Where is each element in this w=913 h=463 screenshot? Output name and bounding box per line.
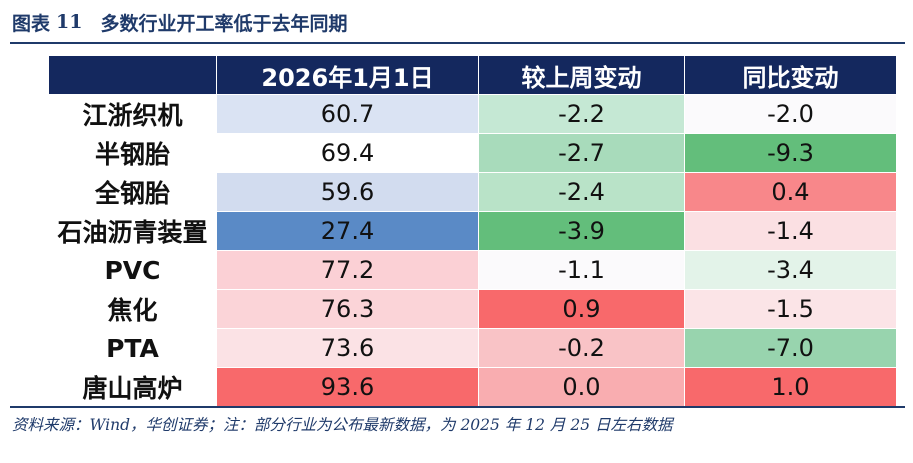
- header-corner: [48, 55, 217, 95]
- cell-yoy-change: -1.5: [684, 289, 897, 329]
- cell-yoy-change: -1.4: [684, 211, 897, 251]
- data-table: 2026年1月1日 较上周变动 同比变动 江浙织机 60.7 -2.2 -2.0 半钢胎…: [48, 55, 897, 407]
- row-label: 全钢胎: [48, 172, 217, 212]
- figure-title-text: 多数行业开工率低于去年同期: [100, 12, 348, 35]
- table-row: 石油沥青装置 27.4 -3.9 -1.4: [48, 211, 897, 251]
- table-row: PVC 77.2 -1.1 -3.4: [48, 250, 897, 290]
- cell-wow-change: -2.4: [478, 172, 685, 212]
- figure-title: 图表 11 多数行业开工率低于去年同期: [12, 6, 347, 38]
- header-wow-change: 较上周变动: [478, 55, 685, 95]
- cell-level: 77.2: [216, 250, 479, 290]
- cell-wow-change: -0.2: [478, 328, 685, 368]
- cell-wow-change: -3.9: [478, 211, 685, 251]
- cell-level: 76.3: [216, 289, 479, 329]
- cell-yoy-change: -7.0: [684, 328, 897, 368]
- header-row: 2026年1月1日 较上周变动 同比变动: [48, 55, 897, 95]
- row-label: 焦化: [48, 289, 217, 329]
- row-label: 半钢胎: [48, 133, 217, 173]
- cell-level: 93.6: [216, 367, 479, 407]
- table-body: 江浙织机 60.7 -2.2 -2.0 半钢胎 69.4 -2.7 -9.3 全钢胎 59.6 -2…: [48, 94, 897, 407]
- table-row: 唐山高炉 93.6 0.0 1.0: [48, 367, 897, 407]
- figure-number: 11: [56, 11, 83, 33]
- top-rule: [10, 42, 905, 44]
- table-row: 江浙织机 60.7 -2.2 -2.0: [48, 94, 897, 134]
- header-date: 2026年1月1日: [216, 55, 479, 95]
- figure-label: 图表: [12, 12, 51, 35]
- cell-level: 69.4: [216, 133, 479, 173]
- cell-level: 60.7: [216, 94, 479, 134]
- cell-wow-change: 0.0: [478, 367, 685, 407]
- row-label: PVC: [48, 250, 217, 290]
- table-row: 半钢胎 69.4 -2.7 -9.3: [48, 133, 897, 173]
- row-label: 唐山高炉: [48, 367, 217, 407]
- cell-yoy-change: 0.4: [684, 172, 897, 212]
- table-row: PTA 73.6 -0.2 -7.0: [48, 328, 897, 368]
- cell-wow-change: -2.2: [478, 94, 685, 134]
- header-yoy-change: 同比变动: [684, 55, 897, 95]
- cell-wow-change: -2.7: [478, 133, 685, 173]
- cell-level: 73.6: [216, 328, 479, 368]
- bottom-rule: [10, 406, 905, 408]
- source-note: 资料来源：Wind，华创证券；注：部分行业为公布最新数据，为 2025 年 12…: [12, 416, 673, 434]
- cell-yoy-change: -9.3: [684, 133, 897, 173]
- cell-wow-change: -1.1: [478, 250, 685, 290]
- cell-yoy-change: -3.4: [684, 250, 897, 290]
- cell-wow-change: 0.9: [478, 289, 685, 329]
- row-label: PTA: [48, 328, 217, 368]
- table-row: 焦化 76.3 0.9 -1.5: [48, 289, 897, 329]
- cell-yoy-change: 1.0: [684, 367, 897, 407]
- cell-level: 27.4: [216, 211, 479, 251]
- cell-yoy-change: -2.0: [684, 94, 897, 134]
- cell-level: 59.6: [216, 172, 479, 212]
- row-label: 江浙织机: [48, 94, 217, 134]
- row-label: 石油沥青装置: [48, 211, 217, 251]
- table-row: 全钢胎 59.6 -2.4 0.4: [48, 172, 897, 212]
